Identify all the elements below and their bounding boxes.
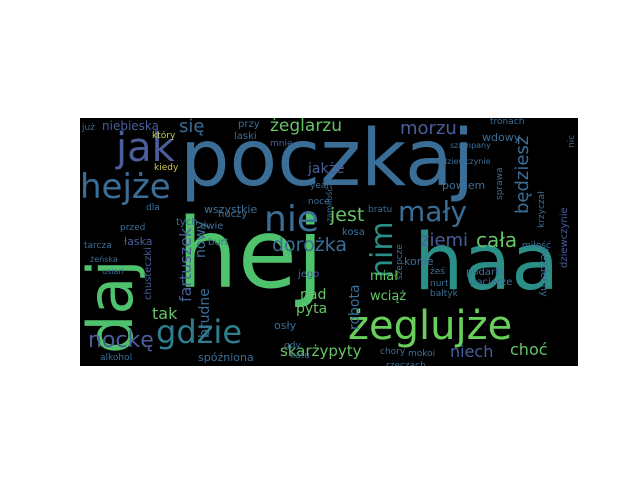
word-katu: katu — [290, 351, 310, 361]
word-cloud: poczkaj hej haa daj żeglujże gdzie nie j… — [80, 118, 578, 366]
word-dwie: dwie — [200, 221, 224, 232]
word-gdy: gdy — [284, 341, 301, 351]
word-wciaz: wciąż — [370, 289, 407, 304]
word-yeah: yeah — [310, 181, 333, 191]
word-jakze: jakże — [308, 161, 345, 177]
word-jego: jego — [298, 269, 320, 280]
word-usiarl: usiarl — [102, 267, 124, 276]
word-dla: dla — [146, 203, 160, 213]
word-tak: tak — [152, 304, 178, 323]
word-pacierze: pacierze — [470, 277, 513, 288]
word-przed: przed — [120, 223, 146, 233]
word-burt: burt — [208, 237, 229, 248]
word-baltyk: bałtyk — [430, 289, 458, 299]
word-bratu: bratu — [368, 205, 393, 215]
word-brudne: brudne — [197, 288, 213, 338]
word-dziewczynie-small: dziewczynie — [442, 157, 491, 166]
word-podarki: podarki — [466, 267, 504, 278]
word-hej: hej — [177, 198, 324, 310]
word-niech: niech — [450, 342, 494, 361]
word-jak: jak — [116, 125, 175, 171]
word-pyta: pyta — [296, 301, 328, 317]
word-kiedy: kiedy — [154, 163, 179, 173]
word-spozniona: spóźniona — [198, 351, 254, 364]
word-juz: już — [82, 123, 95, 133]
word-nurt: nurt — [430, 279, 449, 289]
word-nad: nad — [300, 287, 327, 303]
word-morzu: morzu — [400, 118, 457, 139]
word-krzyczal: krzyczał — [537, 191, 547, 228]
word-laska: łaska — [124, 235, 153, 248]
word-nie: nie — [264, 199, 319, 240]
word-tych: tych — [176, 217, 198, 228]
word-kosa: kosa — [342, 227, 365, 238]
word-tronach: tronach — [490, 118, 525, 127]
word-maly: mały — [398, 195, 467, 228]
word-niebieska: niebieska — [102, 119, 159, 133]
word-bedziesz: będziesz — [512, 135, 533, 214]
word-noce: noce — [308, 197, 330, 207]
word-przy: przy — [238, 119, 260, 130]
word-rzeczach: rzeczach — [386, 361, 426, 367]
word-skarzypyty: skarżypyty — [280, 342, 362, 360]
word-szampany: szampany — [450, 141, 491, 150]
word-laski: laski — [234, 131, 257, 142]
word-choc: choć — [510, 340, 548, 359]
word-szepcze: szepcze — [395, 244, 405, 280]
word-konie: konie — [404, 255, 434, 268]
word-wdowy: wdowy — [482, 131, 521, 144]
word-cala: cała — [476, 228, 518, 252]
word-alkohol: alkohol — [100, 353, 133, 363]
word-poczkaj: poczkaj — [180, 118, 475, 204]
word-zamilosc: zamiłość — [325, 187, 334, 222]
word-gdzie: gdzie — [156, 313, 242, 351]
word-nocke: nockę — [88, 328, 154, 353]
word-chusteczki: chusteczki — [143, 247, 154, 300]
word-mokoi: mokoi — [408, 349, 436, 359]
word-ziemi: ziemi — [420, 230, 469, 251]
word-tarcza: tarcza — [84, 241, 112, 251]
word-bezdenny: bezdenny — [538, 248, 549, 297]
word-osly: osły — [274, 319, 297, 332]
word-mnie: mnie — [270, 139, 293, 149]
word-zeglarzu: żeglarzu — [270, 118, 343, 136]
word-zes: żeś — [430, 267, 445, 277]
word-robota: robota — [347, 284, 363, 330]
word-sprawa: sprawa — [495, 167, 505, 201]
word-wszystkie: wszystkie — [204, 203, 258, 216]
word-huczy: huczy — [218, 209, 248, 220]
word-dziewczynie: dziewczynie — [559, 207, 570, 268]
word-sie: się — [179, 118, 205, 137]
word-hejze: hejże — [80, 167, 171, 207]
word-fartuszek: fartuszek — [176, 227, 195, 302]
word-ktory: który — [152, 131, 176, 141]
word-dorozka: dorożka — [272, 234, 347, 256]
word-nic: nic — [567, 134, 577, 148]
word-chory: chory — [380, 347, 406, 357]
word-zeglujze: żeglujże — [348, 303, 513, 349]
word-powiem: powiem — [442, 179, 486, 192]
word-mial: miał — [370, 269, 398, 284]
word-haa: haa — [414, 218, 560, 308]
word-jest: jest — [330, 204, 365, 226]
word-milosc: miłość — [522, 241, 551, 251]
word-zenska: żeńska — [90, 255, 118, 264]
